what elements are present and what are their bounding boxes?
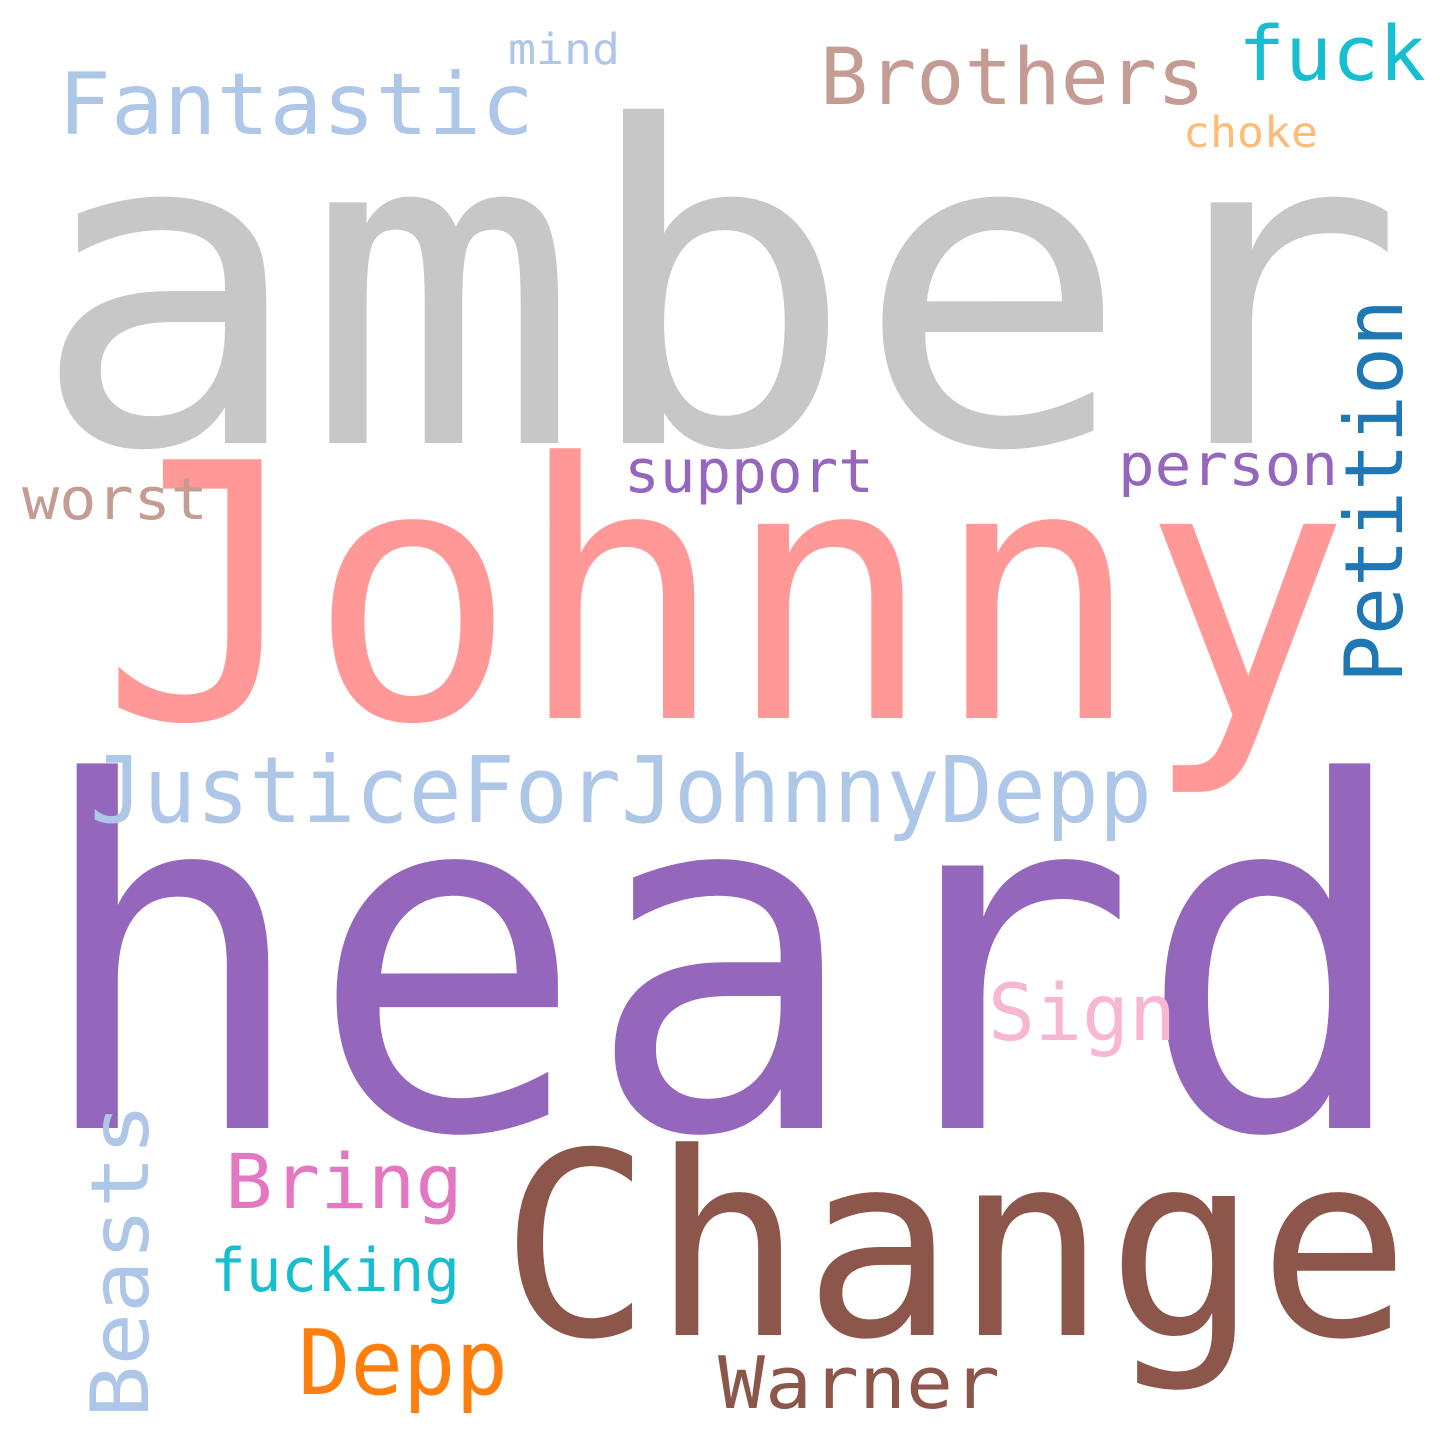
word-heard: heard (33, 683, 1413, 1242)
word-choke: choke (1183, 108, 1318, 158)
word-petition: Petition (1328, 299, 1421, 683)
word-amber: amber (30, 35, 1405, 547)
word-justicefor-johnnydepp: JusticeForJohnnyDepp (90, 737, 1152, 844)
word-support: support (624, 437, 874, 507)
word-person: person (1118, 431, 1338, 499)
word-mind: mind (508, 25, 620, 75)
word-fantastic: Fantastic (58, 55, 534, 155)
word-sign: Sign (988, 969, 1176, 1059)
word-depp: Depp (298, 1311, 508, 1416)
word-warner: Warner (718, 1341, 1000, 1425)
word-fucking: fucking (210, 1236, 460, 1306)
word-brothers: Brothers (820, 33, 1205, 123)
word-johnny: Johnny (100, 388, 1350, 802)
word-change: Change (500, 1099, 1410, 1396)
word-bring: Bring (225, 1137, 463, 1226)
word-beasts: Beasts (74, 1103, 167, 1418)
word-fuck: fuck (1238, 9, 1426, 98)
word-worst: worst (22, 465, 208, 533)
